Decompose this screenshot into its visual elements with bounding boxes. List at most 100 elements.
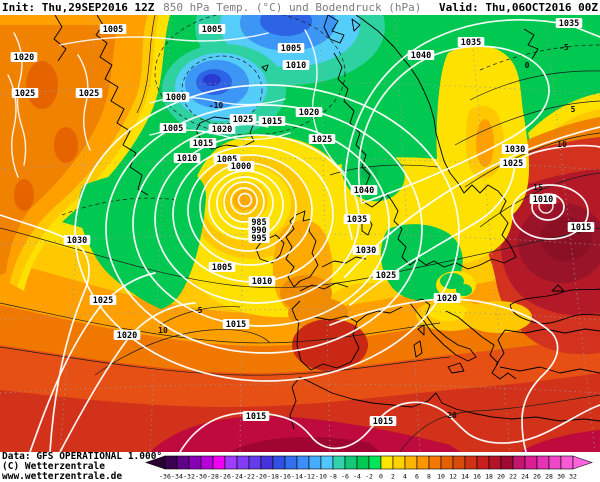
pressure-label: 1035 [343,214,371,225]
temp-contour-label: 10 [158,326,168,335]
colorbar-box [224,455,238,470]
colorbar-box [548,455,562,470]
colorbar-tick: -6 [341,473,349,481]
colorbar-box [188,455,202,470]
colorbar-box [512,455,526,470]
colorbar-box [248,455,262,470]
colorbar-box [440,455,454,470]
svg-text:1035: 1035 [347,215,367,225]
chart-header: Init: Thu,29SEP2016 12Z 850 hPa Temp. (°… [0,0,600,15]
colorbar-box [464,455,478,470]
pressure-label: 1025 [89,295,117,306]
svg-text:990: 990 [251,226,266,236]
pressure-label: 1030 [352,245,380,256]
colorbar-tick: 20 [497,473,505,481]
colorbar-tick: -22 [243,473,255,481]
colorbar-box [236,455,250,470]
colorbar-tick: -20 [255,473,267,481]
colorbar-tick: 8 [427,473,431,481]
colorbar-box [164,455,178,470]
colorbar-box [488,455,502,470]
svg-text:1010: 1010 [533,195,553,205]
svg-text:1000: 1000 [166,93,186,103]
colorbar-tick: -8 [329,473,337,481]
svg-text:1025: 1025 [79,89,99,99]
pressure-label: 1040 [350,185,378,196]
colorbar-tick: 28 [545,473,553,481]
colorbar-tick: -26 [219,473,231,481]
colorbar-tick: 24 [521,473,529,481]
pressure-label: 1015 [242,411,270,422]
temperature-field [0,15,600,452]
pressure-label: 1010 [282,60,310,71]
svg-text:1010: 1010 [252,277,272,287]
colorbar-box [260,455,274,470]
svg-text:985: 985 [251,218,266,228]
pressure-label: 1015 [222,319,250,330]
svg-text:1025: 1025 [312,135,332,145]
temp-contour-label: -10 [209,101,224,110]
svg-text:1030: 1030 [505,145,525,155]
colorbar-tick: 2 [391,473,395,481]
colorbar-box [356,455,370,470]
colorbar-tick: 12 [449,473,457,481]
colorbar-tick: -4 [353,473,361,481]
pressure-label: 1005 [198,24,226,35]
svg-text:1005: 1005 [281,44,301,54]
svg-text:1000: 1000 [231,162,251,172]
colorbar-box [320,455,334,470]
svg-text:1010: 1010 [286,61,306,71]
colorbar-box [404,455,418,470]
svg-text:1015: 1015 [193,139,213,149]
svg-text:1040: 1040 [354,186,374,196]
temp-contour-label: 20 [447,411,457,420]
pressure-label: 1030 [63,235,91,246]
pressure-label: 1010 [173,153,201,164]
svg-text:1025: 1025 [503,159,523,169]
colorbar-tick: -24 [231,473,243,481]
colorbar-tick: -16 [279,473,291,481]
pressure-label: 1025 [372,270,400,281]
temp-contour-label: 5 [571,105,576,114]
svg-text:1035: 1035 [559,19,579,29]
colorbar-box [296,455,310,470]
svg-text:1005: 1005 [202,25,222,35]
colorbar-tick: 32 [569,473,577,481]
colorbar-box [428,455,442,470]
pressure-label: 1000 [227,161,255,172]
svg-text:1005: 1005 [103,25,123,35]
pressure-label: 1020 [10,52,38,63]
colorbar-tick: 30 [557,473,565,481]
pressure-label: 1030 [501,144,529,155]
colorbar-tick: 16 [473,473,481,481]
pressure-label: 1025 [499,158,527,169]
colorbar-box [560,455,574,470]
temperature-contours [0,15,600,452]
pressure-label: 1035 [555,18,583,29]
svg-text:1010: 1010 [177,154,197,164]
pressure-label: 1035 [457,37,485,48]
colorbar-box [380,455,394,470]
temp-contour-label: 0 [525,61,530,70]
svg-text:1025: 1025 [93,296,113,306]
website-label: www.wetterzentrale.de [2,471,123,482]
colorbar-tick: 0 [379,473,383,481]
svg-text:995: 995 [251,234,266,244]
colorbar-tick: 22 [509,473,517,481]
colorbar-box [272,455,286,470]
svg-text:1015: 1015 [226,320,246,330]
pressure-label: 1010 [529,194,557,205]
svg-text:1030: 1030 [67,236,87,246]
colorbar-tick: -32 [183,473,195,481]
colorbar-tick: -14 [291,473,303,481]
temp-contour-label: 5 [198,306,203,315]
colorbar-tick: 18 [485,473,493,481]
svg-text:1020: 1020 [212,125,232,135]
svg-text:1020: 1020 [299,108,319,118]
colorbar-box [500,455,514,470]
pressure-label: 1020 [113,330,141,341]
pressure-label: 1020 [295,107,323,118]
colorbar-box [284,455,298,470]
